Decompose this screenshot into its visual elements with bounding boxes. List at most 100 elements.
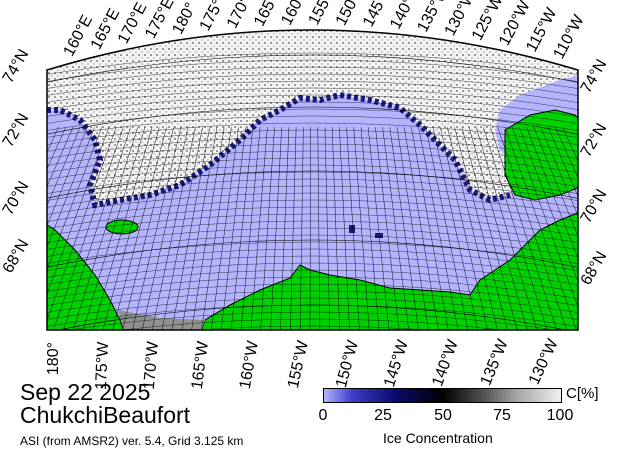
- longitude-label: 145°W: [381, 337, 412, 389]
- latitude-label: 74°N: [0, 47, 32, 86]
- meridian-line: [47, 127, 88, 330]
- longitude-label: 180°: [45, 342, 62, 375]
- parallel-line: [47, 283, 578, 311]
- latitude-label: 68°N: [578, 249, 611, 288]
- data-source: ASI (from AMSR2) ver. 5.4, Grid 3.125 km: [20, 434, 244, 448]
- meridian-line: [375, 127, 401, 330]
- land-chukotka: [47, 219, 126, 330]
- meridian-line: [149, 127, 196, 330]
- meridian-line: [289, 127, 297, 330]
- parallel-line: [47, 54, 578, 89]
- meridian-line: [353, 127, 371, 330]
- meridian-line: [109, 127, 167, 330]
- parallel-line: [47, 276, 578, 304]
- colorbar-tick: 100: [546, 407, 574, 424]
- parallel-line: [47, 304, 578, 330]
- meridian-line: [239, 127, 261, 330]
- latitude-label: 72°N: [0, 111, 32, 150]
- colorbar-title: Ice Concentration: [383, 430, 493, 446]
- longitude-label: 165°W: [189, 339, 212, 390]
- parallel-line: [47, 73, 578, 101]
- parallel-line: [47, 255, 578, 283]
- meridian-line: [69, 127, 138, 330]
- latitude-label: 72°N: [578, 121, 611, 160]
- parallel-line: [47, 262, 578, 290]
- latitude-label: 68°N: [0, 237, 32, 276]
- longitude-label: 130°W: [526, 336, 562, 388]
- meridian-line: [339, 127, 351, 330]
- meridian-line: [189, 127, 225, 330]
- latitude-label: 70°N: [578, 187, 611, 226]
- parallel-line: [47, 66, 578, 94]
- meridian-line: [382, 127, 411, 330]
- parallel-line: [47, 234, 578, 262]
- colorbar-tick: 25: [374, 407, 392, 424]
- colorbar-tick: 50: [434, 407, 452, 424]
- meridian-line: [47, 127, 74, 330]
- parallel-line: [47, 87, 578, 115]
- meridian-line: [454, 127, 511, 330]
- meridian-line: [346, 127, 361, 330]
- longitude-label: 170°E: [115, 0, 151, 47]
- parallel-line: [47, 290, 578, 318]
- meridian-line: [533, 127, 578, 330]
- left-latitude-labels: 74°N 72°N 70°N 68°N: [0, 47, 32, 276]
- longitude-label: 150°W: [333, 338, 362, 390]
- meridian-line: [49, 127, 124, 330]
- meridian-line: [169, 127, 210, 330]
- parallel-line: [47, 94, 578, 122]
- meridian-line: [299, 127, 304, 330]
- meridian-line: [309, 127, 311, 330]
- meridian-line: [317, 127, 321, 330]
- meridian-line: [396, 127, 431, 330]
- latitude-label: 74°N: [578, 57, 611, 96]
- meridian-line: [490, 127, 561, 330]
- meridian-line: [540, 127, 578, 330]
- isolated-ice-floes: [349, 225, 383, 238]
- colorbar-tick: 0: [318, 407, 328, 424]
- latitude-label: 70°N: [0, 179, 32, 218]
- parallel-line: [47, 157, 578, 185]
- parallel-line: [47, 248, 578, 276]
- meridian-line: [47, 127, 66, 330]
- longitude-label: 160°W: [237, 339, 262, 390]
- parallel-line: [47, 122, 578, 150]
- longitude-label: 155°W: [285, 338, 312, 390]
- parallel-line: [47, 59, 578, 87]
- meridian-line: [324, 127, 331, 330]
- meridian-line: [331, 127, 341, 330]
- parallel-line: [47, 136, 578, 164]
- meridian-line: [47, 127, 117, 330]
- longitude-label: 170°W: [141, 340, 162, 390]
- parallel-line: [47, 241, 578, 269]
- meridian-line: [411, 127, 451, 330]
- meridian-line: [389, 127, 421, 330]
- meridian-line: [425, 127, 471, 330]
- meridian-line: [279, 127, 290, 330]
- meridian-line: [418, 127, 461, 330]
- map-region: ChukchiBeaufort: [20, 402, 191, 428]
- parallel-line: [47, 143, 578, 171]
- parallel-line: [47, 164, 578, 192]
- meridian-line: [47, 127, 102, 330]
- meridian-line: [47, 127, 95, 330]
- parallel-line: [47, 239, 578, 274]
- meridian-line: [519, 127, 578, 330]
- parallel-line: [47, 220, 578, 248]
- meridian-line: [497, 127, 571, 330]
- parallel-line: [47, 170, 578, 205]
- meridian-line: [199, 127, 232, 330]
- meridian-line: [403, 127, 441, 330]
- parallel-line: [47, 192, 578, 220]
- longitude-label: 135°W: [478, 336, 512, 388]
- colorbar-unit: C[%]: [566, 385, 599, 402]
- parallel-line: [47, 115, 578, 143]
- parallel-line: [47, 227, 578, 255]
- meridian-line: [249, 127, 268, 330]
- meridian-line: [209, 127, 239, 330]
- meridian-line: [547, 127, 578, 330]
- meridian-line: [79, 127, 146, 330]
- map-frame: [46, 29, 579, 331]
- parallel-line: [47, 269, 578, 297]
- meridian-line: [99, 127, 160, 330]
